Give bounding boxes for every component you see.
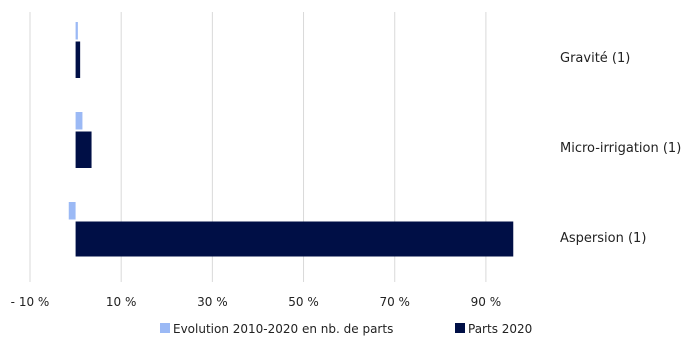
- x-tick-label: - 10 %: [11, 295, 50, 309]
- bar-evolution-1: [75, 112, 83, 130]
- bar-layer: [68, 22, 514, 257]
- legend-label: Evolution 2010-2020 en nb. de parts: [173, 322, 393, 336]
- x-tick-label: 70 %: [379, 295, 410, 309]
- grid-layer: [29, 12, 487, 282]
- legend-label: Parts 2020: [468, 322, 532, 336]
- category-label: Micro-irrigation (1): [560, 141, 681, 156]
- bar-parts-0: [75, 41, 81, 78]
- x-tick-label: 90 %: [471, 295, 502, 309]
- bar-parts-1: [75, 131, 92, 168]
- legend-swatch: [160, 323, 170, 333]
- bar-evolution-0: [75, 22, 78, 40]
- x-axis-ticks: - 10 % 10 % 30 % 50 % 70 % 90 %: [11, 295, 501, 309]
- bar-parts-2: [75, 221, 514, 257]
- category-labels: Gravité (1) Micro-irrigation (1) Aspersion…: [560, 51, 681, 246]
- x-tick-label: 30 %: [197, 295, 228, 309]
- category-label: Gravité (1): [560, 51, 630, 66]
- legend-swatch: [455, 323, 465, 333]
- legend: Evolution 2010-2020 en nb. de parts Parts…: [160, 322, 532, 336]
- category-label: Aspersion (1): [560, 231, 646, 246]
- bar-evolution-2: [68, 202, 76, 220]
- x-tick-label: 50 %: [288, 295, 319, 309]
- x-tick-label: 10 %: [106, 295, 137, 309]
